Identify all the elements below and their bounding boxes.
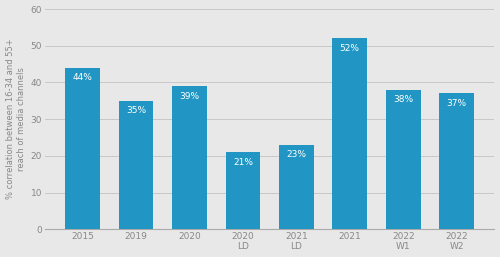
Bar bbox=[118, 101, 154, 229]
Bar bbox=[172, 86, 207, 229]
Text: 21%: 21% bbox=[233, 158, 253, 167]
Text: 52%: 52% bbox=[340, 44, 360, 53]
Text: 39%: 39% bbox=[180, 92, 200, 101]
Bar bbox=[226, 152, 260, 229]
Bar bbox=[440, 94, 474, 229]
Bar bbox=[386, 90, 420, 229]
Text: 37%: 37% bbox=[446, 99, 466, 108]
Bar bbox=[279, 145, 314, 229]
Text: 44%: 44% bbox=[72, 73, 92, 82]
Bar bbox=[65, 68, 100, 229]
Text: 23%: 23% bbox=[286, 150, 306, 159]
Text: 38%: 38% bbox=[393, 95, 413, 104]
Text: 35%: 35% bbox=[126, 106, 146, 115]
Y-axis label: % correlation between 16-34 and 55+
reach of media channels: % correlation between 16-34 and 55+ reac… bbox=[6, 39, 26, 199]
Bar bbox=[332, 38, 367, 229]
